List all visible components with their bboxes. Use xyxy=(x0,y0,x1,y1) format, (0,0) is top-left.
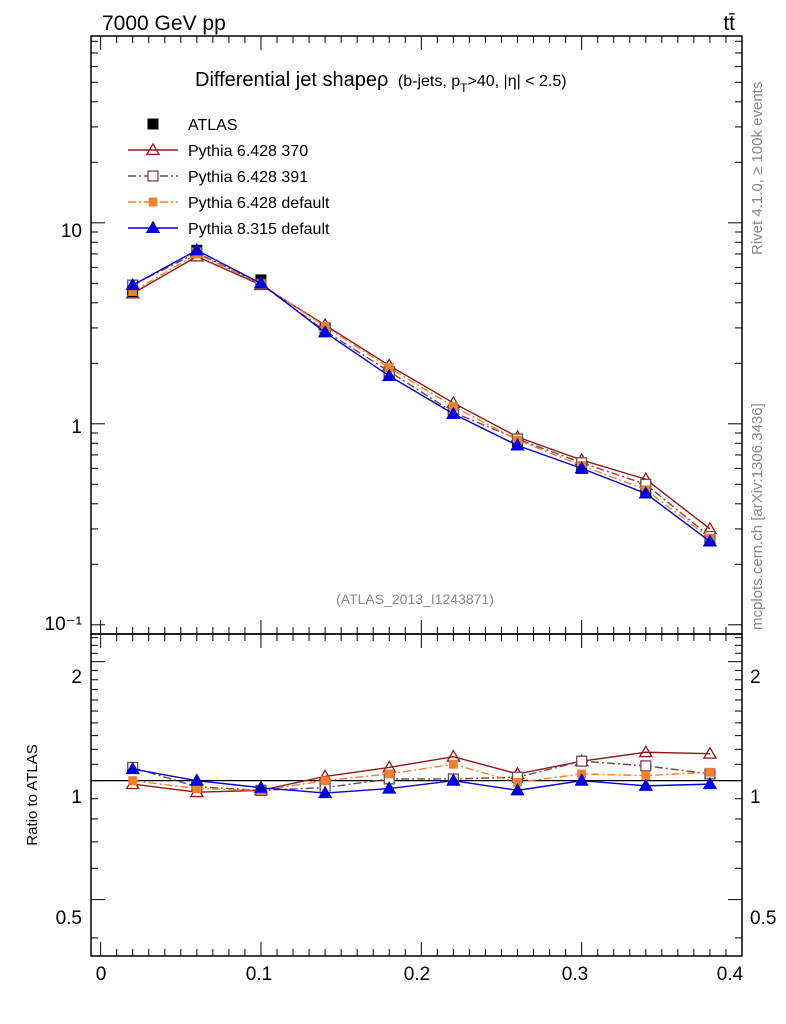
ratio-data-point xyxy=(320,776,330,786)
legend-marker xyxy=(145,142,161,156)
main-data-point xyxy=(253,275,269,289)
ratio-data-point xyxy=(189,773,205,786)
ratio-series-group xyxy=(125,744,718,799)
ratio-ytick-right-1: 1 xyxy=(750,787,761,808)
ratio-data-point xyxy=(638,778,653,791)
main-series-3 xyxy=(128,249,715,543)
main-data-point xyxy=(382,368,397,382)
ratio-series-line xyxy=(132,763,710,792)
ratio-series-2 xyxy=(128,759,715,795)
legend-marker xyxy=(145,220,161,234)
ratio-data-point xyxy=(702,776,718,790)
analysis-id: (ATLAS_2013_I1243871) xyxy=(336,591,494,607)
legend-marker xyxy=(147,170,159,182)
main-data-point xyxy=(446,406,461,419)
legend-label: ATLAS xyxy=(188,117,238,134)
xtick-label-0.4: 0.4 xyxy=(717,964,744,985)
ratio-series-3 xyxy=(125,761,718,799)
energy-label: 7000 GeV pp xyxy=(102,12,226,35)
main-data-point xyxy=(448,402,458,411)
ratio-series-line xyxy=(132,768,710,794)
legend-entry: Pythia 8.315 default xyxy=(128,220,330,238)
ratio-ylabel: Ratio to ATLAS xyxy=(24,744,41,845)
main-series-line xyxy=(132,251,711,538)
ratio-data-point xyxy=(448,759,458,769)
main-data-point xyxy=(189,242,205,256)
chart-title-sub: (b-jets, p xyxy=(398,73,460,90)
ratio-data-point xyxy=(446,749,461,762)
main-data-point xyxy=(638,486,653,499)
ratio-panel-frame xyxy=(90,633,743,957)
main-ytick-label-0.1: 10⁻¹ xyxy=(45,614,83,635)
ratio-data-point xyxy=(253,780,269,793)
ratio-data-point xyxy=(384,769,394,779)
ratio-data-point xyxy=(574,773,589,786)
chart-title-main: Differential jet shapeρ xyxy=(195,69,388,91)
main-data-point xyxy=(510,438,525,451)
main-data-point xyxy=(574,461,589,474)
ratio-data-point xyxy=(702,746,718,759)
main-axis-ticks xyxy=(91,36,743,635)
ratio-ytick-right-0.5: 0.5 xyxy=(750,908,776,929)
ratio-data-point xyxy=(640,760,652,772)
main-data-point xyxy=(125,277,140,291)
legend: ATLAS Pythia 6.428 370 Pythia 6.428 391 Pyt… xyxy=(128,117,330,238)
ratio-data-point xyxy=(317,785,333,799)
legend-label: Pythia 6.428 370 xyxy=(188,143,308,160)
main-series-group xyxy=(125,242,718,547)
main-data-point xyxy=(128,287,138,296)
main-data-point xyxy=(384,363,394,373)
main-series-line xyxy=(132,255,711,530)
main-data-point xyxy=(317,325,333,338)
legend-label: Pythia 6.428 391 xyxy=(188,169,308,186)
chart-title-sub-rest: >40, |η| < 2.5) xyxy=(468,73,567,90)
ratio-data-point xyxy=(641,771,651,780)
ratio-data-point xyxy=(446,773,461,786)
ratio-ytick-left-2: 2 xyxy=(71,667,82,688)
ratio-data-point xyxy=(510,783,525,796)
main-series-4 xyxy=(125,242,718,547)
mcplots-label: mcplots.cern.ch [arXiv:1306.3436] xyxy=(749,403,766,630)
ratio-data-point xyxy=(382,781,397,794)
ratio-data-point xyxy=(638,744,653,758)
ratio-data-point xyxy=(576,755,588,767)
main-data-point xyxy=(702,534,718,547)
ratio-axis-ticks xyxy=(91,634,743,956)
ratio-ytick-left-0.5: 0.5 xyxy=(56,908,82,929)
legend-label: Pythia 6.428 default xyxy=(188,195,330,212)
xtick-label-0.1: 0.1 xyxy=(246,964,272,985)
xtick-label-0.3: 0.3 xyxy=(562,964,588,985)
rivet-label: Rivet 4.1.0, ≥ 100k events xyxy=(749,82,766,255)
chart-title: Differential jet shapeρ (b-jets, pT>40, … xyxy=(195,69,567,95)
legend-marker xyxy=(147,118,159,130)
xtick-label-0.2: 0.2 xyxy=(404,964,430,985)
ratio-ytick-left-1: 1 xyxy=(71,787,82,808)
legend-label: Pythia 8.315 default xyxy=(188,221,330,238)
xtick-label-0: 0 xyxy=(96,964,107,985)
chart-title-sub-t: T xyxy=(460,81,468,95)
ratio-data-point xyxy=(513,777,522,787)
legend-marker xyxy=(148,197,158,207)
main-series-line xyxy=(132,249,711,542)
main-ytick-label-10: 10 xyxy=(61,221,82,242)
main-ytick-label-1: 1 xyxy=(71,417,82,438)
ratio-series-line xyxy=(132,751,710,793)
ratio-data-point xyxy=(705,767,715,777)
ratio-series-line xyxy=(132,760,711,792)
ratio-ytick-right-2: 2 xyxy=(750,667,761,688)
ratio-data-point xyxy=(128,776,138,786)
process-label: tt̄ xyxy=(723,12,735,35)
legend-entry: Pythia 6.428 391 xyxy=(128,169,308,186)
legend-entry: Pythia 6.428 default xyxy=(128,195,330,212)
main-series-line xyxy=(132,253,711,539)
legend-entry: ATLAS xyxy=(147,117,238,134)
ratio-data-point xyxy=(192,784,202,793)
legend-entry: Pythia 6.428 370 xyxy=(128,142,308,160)
ratio-data-point xyxy=(125,761,140,775)
